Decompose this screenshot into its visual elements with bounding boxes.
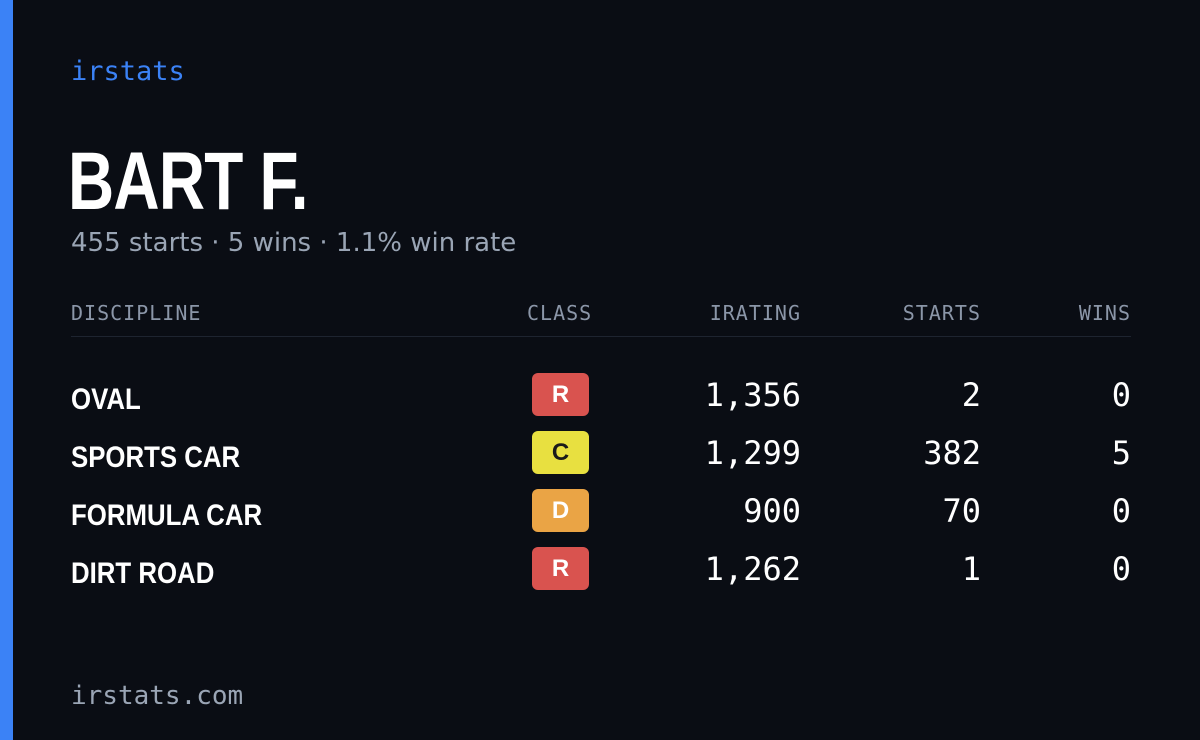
table-header: DISCIPLINE CLASS IRATING STARTS WINS [71, 298, 1131, 337]
table-row: DIRT ROAD R 1,262 1 0 [71, 547, 1131, 605]
starts-value: 2 [961, 376, 981, 414]
wins-value: 0 [1111, 492, 1131, 530]
table-row: OVAL R 1,356 2 0 [71, 373, 1131, 431]
table-row: FORMULA CAR D 900 70 0 [71, 489, 1131, 547]
starts-value: 1 [961, 550, 981, 588]
license-class-badge: R [532, 547, 589, 590]
starts-value: 70 [942, 492, 981, 530]
header-class: CLASS [527, 301, 593, 325]
brand-logo-text: irstats [71, 56, 185, 87]
wins-value: 5 [1111, 434, 1131, 472]
irating-value: 900 [743, 492, 801, 530]
header-discipline: DISCIPLINE [71, 301, 202, 325]
starts-value: 382 [923, 434, 981, 472]
wins-value: 0 [1111, 550, 1131, 588]
stats-table: DISCIPLINE CLASS IRATING STARTS WINS OVA… [71, 298, 1131, 605]
driver-summary: 455 starts · 5 wins · 1.1% win rate [71, 228, 517, 258]
table-row: SPORTS CAR C 1,299 382 5 [71, 431, 1131, 489]
irating-value: 1,299 [704, 434, 801, 472]
discipline-name: OVAL [71, 383, 141, 416]
license-class-badge: D [532, 489, 589, 532]
discipline-name: SPORTS CAR [71, 441, 241, 474]
irating-value: 1,356 [704, 376, 801, 414]
accent-bar [0, 0, 13, 740]
discipline-name: FORMULA CAR [71, 499, 263, 532]
header-starts: STARTS [902, 301, 981, 325]
driver-name: BART F. [68, 136, 308, 227]
header-wins: WINS [1078, 301, 1131, 325]
discipline-name: DIRT ROAD [71, 557, 215, 590]
footer-url: irstats.com [71, 681, 244, 711]
irating-value: 1,262 [704, 550, 801, 588]
license-class-badge: C [532, 431, 589, 474]
table-body: OVAL R 1,356 2 0 SPORTS CAR C 1,299 382 … [71, 337, 1131, 605]
wins-value: 0 [1111, 376, 1131, 414]
license-class-badge: R [532, 373, 589, 416]
header-irating: IRATING [709, 301, 801, 325]
